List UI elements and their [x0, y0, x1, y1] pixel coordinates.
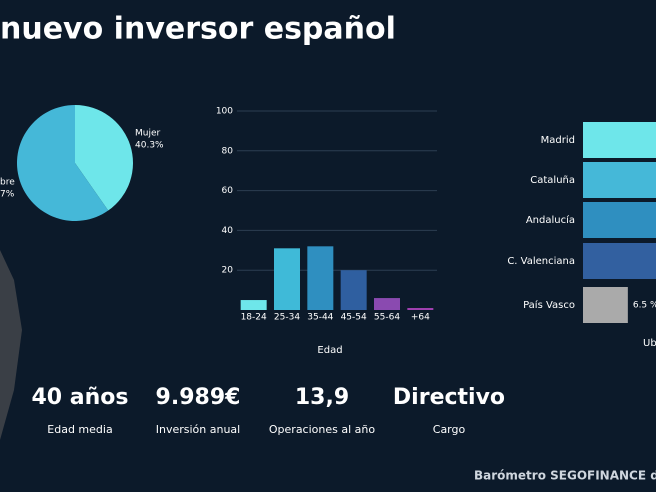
- value-label: 6.5 %: [633, 301, 656, 311]
- stat-value: 13,9: [295, 385, 349, 410]
- x-axis-label: Ub: [643, 338, 656, 349]
- x-tick-label: 55-64: [374, 313, 400, 323]
- y-tick-label: Cataluña: [530, 175, 575, 186]
- stat-value: 40 años: [32, 385, 129, 410]
- bar: [583, 162, 656, 198]
- bar: [374, 298, 400, 310]
- bar: [340, 270, 367, 310]
- stat-label: Cargo: [433, 423, 466, 436]
- pie-label: bre: [0, 178, 15, 188]
- y-tick-label: Madrid: [541, 135, 575, 146]
- title: nuevo inversor español: [0, 12, 396, 47]
- bar: [274, 248, 300, 310]
- y-tick-label: 100: [216, 107, 233, 117]
- y-tick-label: 60: [222, 186, 234, 196]
- bar: [240, 300, 267, 310]
- x-tick-label: 18-24: [241, 313, 267, 323]
- y-tick-label: C. Valenciana: [507, 256, 575, 267]
- bar: [583, 122, 656, 158]
- stat-label: Inversión anual: [156, 423, 240, 436]
- y-tick-label: 80: [222, 146, 234, 156]
- y-tick-label: 20: [222, 266, 234, 276]
- bar: [583, 243, 656, 279]
- x-tick-label: 35-44: [307, 313, 333, 323]
- bar: [583, 202, 656, 238]
- pie-slice: [75, 105, 134, 211]
- bar: [407, 308, 434, 310]
- x-tick-label: 25-34: [274, 313, 300, 323]
- pie-value-label: 40.3%: [135, 141, 164, 151]
- x-axis-label: Edad: [317, 345, 342, 356]
- x-tick-label: 45-54: [341, 313, 367, 323]
- silhouette: [0, 250, 22, 440]
- stat-value: 9.989€: [156, 385, 241, 410]
- x-tick-label: +64: [411, 313, 430, 323]
- pie-slice: [17, 105, 109, 221]
- stat-label: Edad media: [47, 423, 112, 436]
- footer: Barómetro SEGOFINANCE d: [474, 469, 656, 483]
- y-tick-label: Andalucía: [526, 214, 575, 226]
- pie-label: Mujer: [135, 129, 161, 139]
- bar: [583, 287, 628, 323]
- y-tick-label: 40: [222, 226, 234, 236]
- stat-value: Directivo: [393, 385, 505, 410]
- bar: [307, 246, 334, 310]
- y-tick-label: País Vasco: [523, 299, 575, 311]
- stat-label: Operaciones al año: [269, 423, 375, 436]
- pie-value-label: 7%: [0, 190, 15, 200]
